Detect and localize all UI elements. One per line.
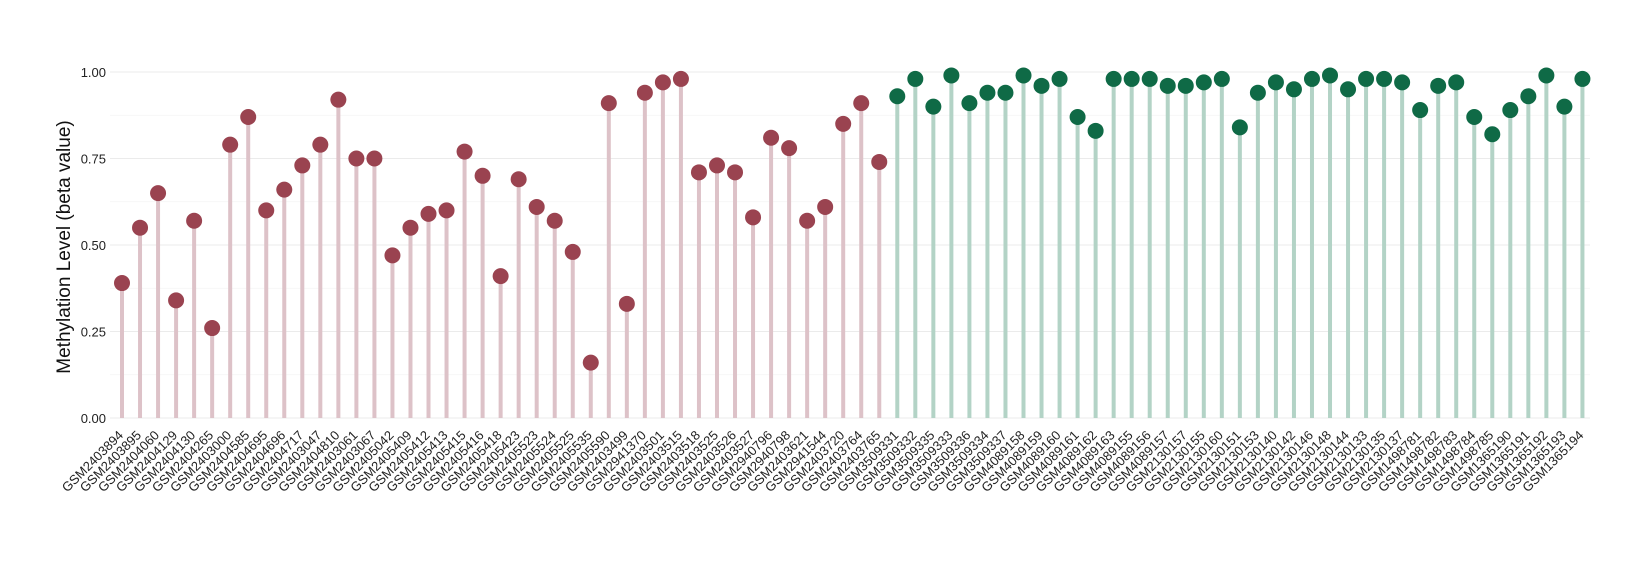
lollipop-dot (997, 84, 1014, 101)
lollipop-dot (240, 108, 257, 125)
lollipop-dot (1574, 70, 1591, 87)
lollipop-dot (871, 153, 888, 170)
lollipop-dot (276, 181, 293, 198)
lollipop-dot (618, 295, 635, 312)
lollipop-dot (1502, 102, 1519, 119)
lollipop-dot (1195, 74, 1212, 91)
lollipop-dot (636, 84, 653, 101)
lollipop-dot (1249, 84, 1266, 101)
lollipop-dot (312, 136, 329, 153)
lollipop-dot (1556, 98, 1573, 115)
lollipop-dot (690, 164, 707, 181)
lollipop-dot (1322, 67, 1339, 84)
lollipop-dot (708, 157, 725, 174)
lollipop-dot (1538, 67, 1555, 84)
y-tick-label: 0.00 (81, 411, 106, 426)
lollipop-dot (456, 143, 473, 160)
lollipop-dot (1267, 74, 1284, 91)
lollipop-dot (1466, 108, 1483, 125)
lollipop-dot (1430, 77, 1447, 94)
lollipop-dot (781, 140, 798, 157)
y-axis-title: Methylation Level (beta value) (54, 120, 75, 373)
lollipop-dot (1105, 70, 1122, 87)
lollipop-dot (799, 212, 816, 229)
lollipop-dot (1303, 70, 1320, 87)
lollipop-dot (114, 275, 130, 292)
lollipop-dot (853, 95, 870, 112)
lollipop-dot (564, 243, 581, 260)
lollipop-dot (330, 91, 347, 108)
lollipop-dot (474, 167, 491, 184)
lollipop-dot (1394, 74, 1411, 91)
lollipop-dot (168, 292, 185, 309)
lollipop-dot (1033, 77, 1050, 94)
lollipop-dot (907, 70, 924, 87)
lollipop-dot (204, 320, 221, 337)
lollipop-dot (1123, 70, 1140, 87)
lollipop-dot (1358, 70, 1375, 87)
lollipop-dot (1448, 74, 1465, 91)
lollipop-dot (438, 202, 455, 219)
lollipop-dot (402, 219, 419, 236)
lollipop-dot (258, 202, 275, 219)
lollipop-dot (1340, 81, 1357, 98)
lollipop-dot (492, 268, 509, 285)
lollipop-dot (1484, 126, 1501, 143)
lollipop-dot (294, 157, 311, 174)
lollipop-dot (1177, 77, 1194, 94)
lollipop-dot (384, 247, 401, 264)
lollipop-dot (979, 84, 996, 101)
lollipop-dot (1015, 67, 1032, 84)
lollipop-dot (654, 74, 671, 91)
lollipop-dot (600, 95, 617, 112)
lollipop-dot (1285, 81, 1302, 98)
y-tick-label: 0.75 (81, 152, 106, 167)
lollipop-dot (745, 209, 762, 226)
lollipop-dot (420, 205, 437, 222)
lollipop-dot (943, 67, 960, 84)
lollipop-dot (366, 150, 383, 167)
lollipop-stems (120, 75, 1585, 418)
lollipop-dot (672, 70, 689, 87)
lollipop-dot (510, 171, 527, 188)
y-tick-label: 1.00 (81, 65, 106, 80)
lollipop-dot (925, 98, 942, 115)
lollipop-dots (114, 67, 1591, 371)
lollipop-dot (348, 150, 365, 167)
lollipop-dot (1141, 70, 1158, 87)
lollipop-dot (1051, 70, 1068, 87)
lollipop-dot (1069, 108, 1086, 125)
lollipop-dot (582, 354, 599, 371)
lollipop-dot (1087, 122, 1104, 139)
lollipop-dot (1159, 77, 1176, 94)
lollipop-dot (817, 198, 834, 215)
x-axis-sample-labels: GSM2403894GSM2403895GSM2404060GSM2404129… (59, 428, 1587, 495)
lollipop-dot (222, 136, 239, 153)
lollipop-dot (546, 212, 563, 229)
lollipop-dot (961, 95, 978, 112)
lollipop-dot (727, 164, 744, 181)
lollipop-dot (1213, 70, 1230, 87)
lollipop-dot (528, 198, 545, 215)
lollipop-dot (132, 219, 149, 236)
lollipop-dot (1376, 70, 1393, 87)
lollipop-dot (1412, 102, 1429, 119)
y-tick-label: 0.25 (81, 325, 106, 340)
lollipop-dot (1231, 119, 1248, 136)
lollipop-dot (763, 129, 780, 146)
lollipop-dot (1520, 88, 1537, 105)
lollipop-dot (835, 115, 852, 132)
lollipop-dot (150, 185, 167, 202)
y-axis-ticks: 0.00 0.25 0.50 0.75 1.00 (81, 65, 106, 426)
lollipop-dot (186, 212, 203, 229)
lollipop-dot (889, 88, 906, 105)
y-tick-label: 0.50 (81, 238, 106, 253)
